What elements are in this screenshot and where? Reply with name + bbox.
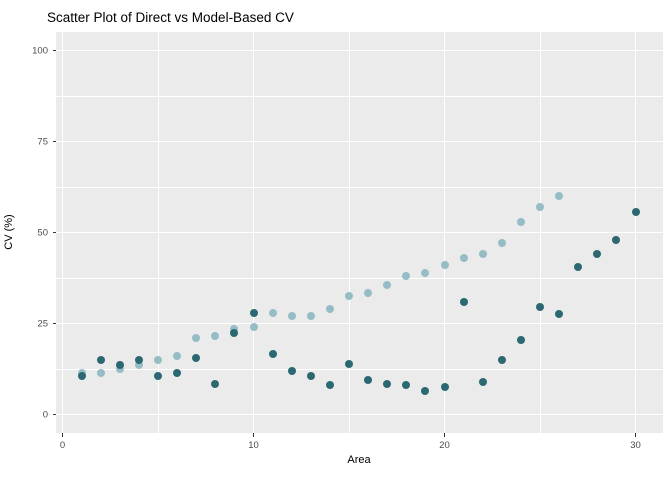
data-point-model_based <box>325 304 334 313</box>
data-point-direct <box>536 303 544 312</box>
x-tick-label: 30 <box>630 440 641 451</box>
data-point-direct <box>383 379 392 388</box>
data-point-model_based <box>402 272 411 281</box>
y-tick-label: 0 <box>42 409 48 420</box>
data-point-direct <box>421 386 430 395</box>
data-point-model_based <box>478 250 487 259</box>
x-tick-mark <box>635 433 636 437</box>
data-point-direct <box>192 354 201 363</box>
data-point-direct <box>440 383 449 392</box>
data-point-model_based <box>192 334 201 343</box>
data-point-direct <box>211 379 220 388</box>
gridline-major-y <box>56 49 663 52</box>
data-point-model_based <box>154 355 162 364</box>
data-point-direct <box>631 208 640 217</box>
data-point-direct <box>115 361 124 370</box>
data-point-direct <box>364 375 373 384</box>
data-point-model_based <box>421 268 430 277</box>
plot-panel <box>56 32 663 433</box>
data-point-model_based <box>440 261 449 270</box>
data-point-direct <box>459 297 468 306</box>
y-tick-mark <box>52 50 56 51</box>
gridline-minor-y <box>56 95 663 97</box>
data-point-direct <box>134 355 143 364</box>
data-point-model_based <box>345 292 353 301</box>
data-point-model_based <box>211 332 220 341</box>
data-point-direct <box>345 359 353 368</box>
y-tick-mark <box>52 323 56 324</box>
gridline-major-y <box>56 413 663 416</box>
y-tick-label: 100 <box>32 45 48 56</box>
gridline-minor-y <box>56 368 663 370</box>
data-point-direct <box>230 328 239 337</box>
x-tick-label: 10 <box>248 440 259 451</box>
data-point-direct <box>154 372 162 381</box>
data-point-model_based <box>287 312 296 321</box>
data-point-model_based <box>536 203 544 212</box>
x-tick-label: 0 <box>59 440 66 451</box>
data-point-direct <box>612 235 621 244</box>
gridline-minor-y <box>56 277 663 279</box>
data-point-direct <box>96 355 105 364</box>
data-point-model_based <box>96 368 105 377</box>
data-point-direct <box>77 372 86 381</box>
y-tick-label: 25 <box>37 318 48 329</box>
x-axis-title: Area <box>347 454 371 466</box>
data-point-model_based <box>306 312 315 321</box>
data-point-model_based <box>364 288 373 297</box>
data-point-model_based <box>249 323 258 332</box>
y-tick-mark <box>52 414 56 415</box>
x-tick-label: 20 <box>439 440 450 451</box>
data-point-direct <box>173 368 182 377</box>
data-point-direct <box>497 355 506 364</box>
data-point-direct <box>268 350 277 359</box>
gridline-major-y <box>56 322 663 325</box>
data-point-model_based <box>555 192 564 201</box>
data-point-direct <box>478 377 487 386</box>
data-point-direct <box>516 335 525 344</box>
data-point-direct <box>306 372 315 381</box>
data-point-model_based <box>383 281 392 290</box>
x-tick-mark <box>62 433 63 437</box>
x-tick-mark <box>253 433 254 437</box>
data-point-direct <box>593 250 602 259</box>
y-tick-mark <box>52 141 56 142</box>
data-point-model_based <box>134 361 143 370</box>
data-point-direct <box>555 310 564 319</box>
gridline-minor-y <box>56 186 663 188</box>
data-point-model_based <box>173 352 182 361</box>
data-point-direct <box>249 308 258 317</box>
data-point-model_based <box>516 217 525 226</box>
data-point-direct <box>402 381 411 390</box>
x-tick-mark <box>444 433 445 437</box>
data-point-model_based <box>268 308 277 317</box>
y-tick-mark <box>52 232 56 233</box>
gridline-major-y <box>56 231 663 234</box>
data-point-direct <box>325 381 334 390</box>
y-tick-label: 75 <box>37 136 48 147</box>
data-point-direct <box>287 366 296 375</box>
gridline-major-y <box>56 140 663 143</box>
data-point-direct <box>574 263 583 272</box>
data-point-model_based <box>497 239 506 248</box>
data-point-model_based <box>459 253 468 262</box>
y-tick-label: 50 <box>37 227 48 238</box>
chart-title: Scatter Plot of Direct vs Model-Based CV <box>47 10 294 25</box>
